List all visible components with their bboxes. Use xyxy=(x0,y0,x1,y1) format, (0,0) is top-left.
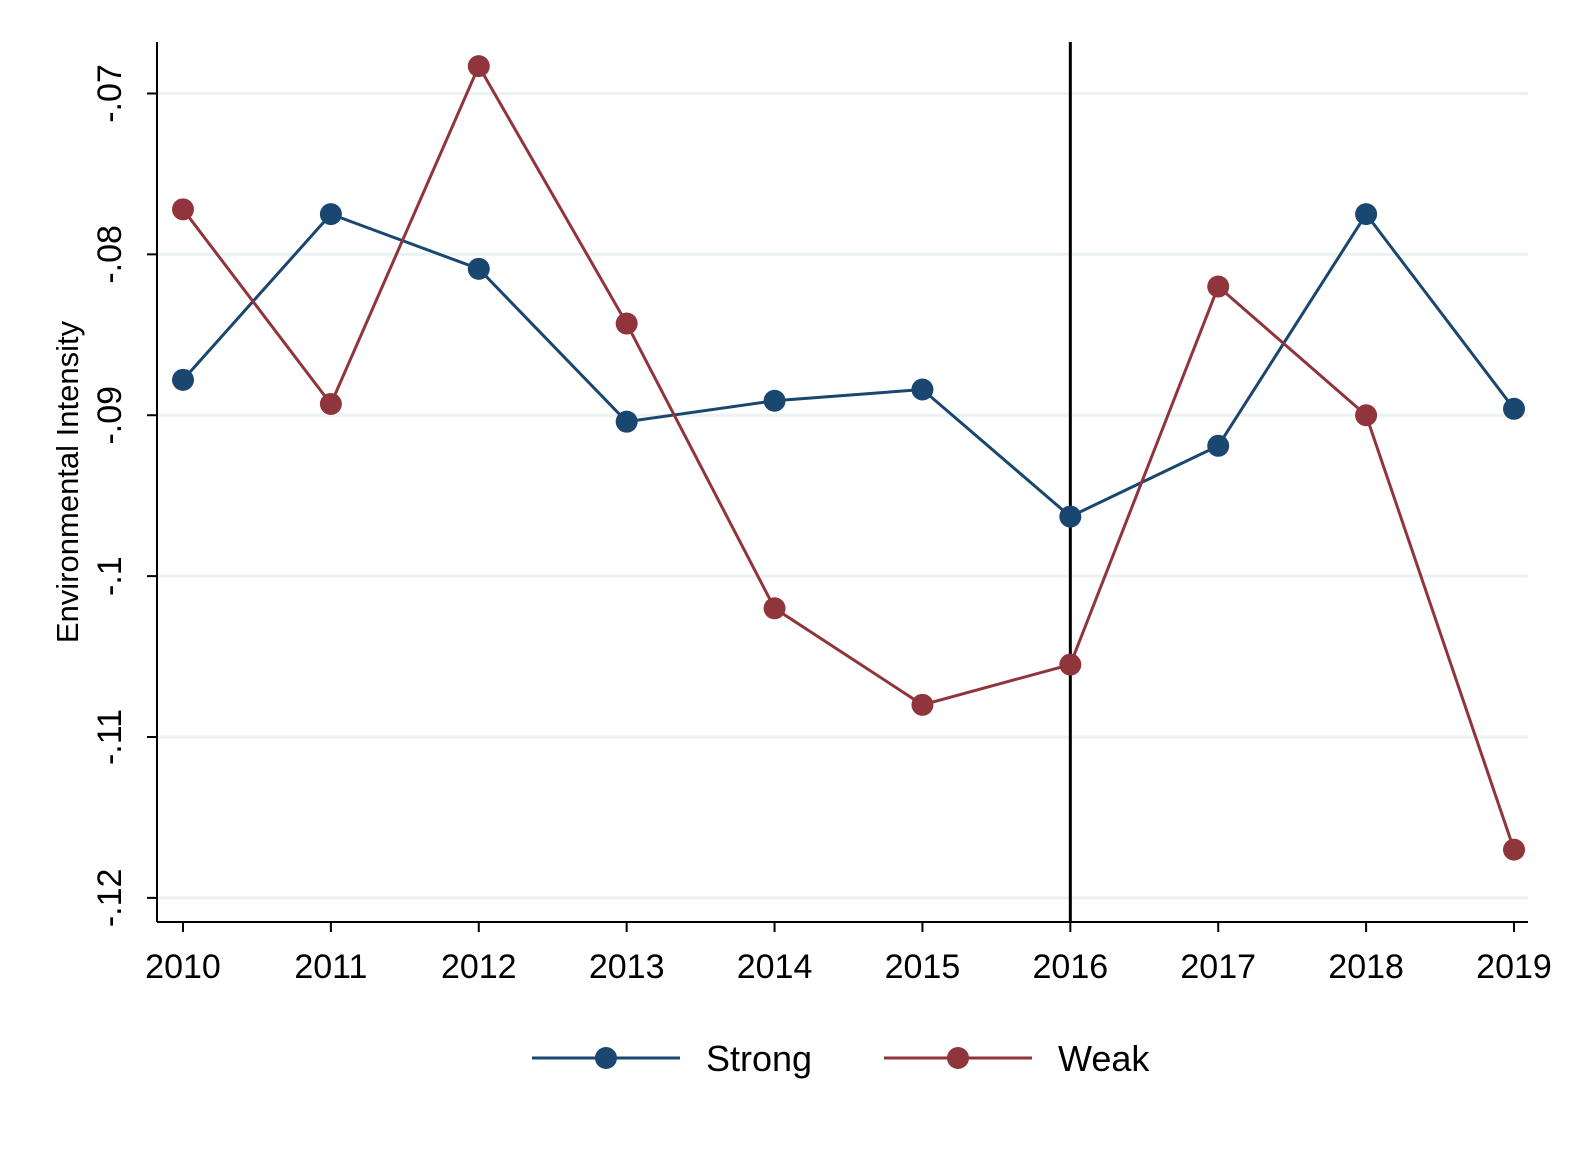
gridlines xyxy=(157,91,1528,900)
x-tick-label: 2014 xyxy=(737,948,813,986)
data-point xyxy=(1503,838,1525,861)
series-weak xyxy=(172,55,1525,861)
y-axis-title: Environmental Intensity xyxy=(50,320,85,643)
x-tick-label: 2013 xyxy=(589,948,665,986)
data-point xyxy=(1207,434,1230,457)
data-point xyxy=(319,203,342,226)
y-tick-label: -.09 xyxy=(91,386,129,445)
data-point xyxy=(1503,397,1525,420)
legend-label: Weak xyxy=(1058,1038,1150,1079)
data-point xyxy=(911,378,934,401)
data-point xyxy=(763,597,786,620)
legend-label: Strong xyxy=(706,1038,812,1079)
data-point xyxy=(911,693,934,716)
series xyxy=(172,55,1525,861)
data-point xyxy=(615,312,638,335)
x-tick-label: 2016 xyxy=(1033,948,1109,986)
data-point xyxy=(172,198,194,221)
y-tick-label: -.07 xyxy=(91,64,129,123)
data-point xyxy=(615,410,638,433)
series-line xyxy=(181,62,1516,851)
legend-item-strong: Strong xyxy=(532,1038,812,1079)
x-tick-label: 2015 xyxy=(885,948,961,986)
y-tick-label: -.12 xyxy=(91,869,129,928)
data-point xyxy=(319,392,342,415)
data-point xyxy=(467,257,490,280)
data-point xyxy=(1059,653,1082,676)
data-point xyxy=(467,55,490,78)
legend: Strong Weak xyxy=(532,1038,1150,1079)
x-tick-label: 2017 xyxy=(1180,948,1256,986)
data-point xyxy=(1355,203,1378,226)
x-tick-label: 2018 xyxy=(1328,948,1404,986)
y-tick-label: -.11 xyxy=(91,709,129,765)
y-tick-label: -.1 xyxy=(91,556,129,596)
x-tick-label: 2011 xyxy=(294,948,367,986)
legend-item-weak: Weak xyxy=(884,1038,1150,1079)
y-axis-ticks: -.07 -.08 -.09 -.1 -.11 -.12 xyxy=(91,64,157,927)
data-point xyxy=(1059,505,1082,528)
x-tick-label: 2019 xyxy=(1476,948,1552,986)
y-tick-label: -.08 xyxy=(91,225,129,284)
legend-marker xyxy=(947,1047,969,1069)
axes xyxy=(156,42,1528,923)
x-axis-ticks: 2010 2011 2012 2013 2014 2015 2016 2017 2018 2019 xyxy=(145,922,1552,986)
series-line xyxy=(181,211,1516,519)
legend-marker xyxy=(595,1047,617,1069)
series-strong xyxy=(172,203,1525,528)
data-point xyxy=(172,368,194,391)
data-point xyxy=(1355,404,1378,427)
data-point xyxy=(763,389,786,412)
data-point xyxy=(1207,275,1230,298)
x-tick-label: 2012 xyxy=(441,948,517,986)
x-tick-label: 2010 xyxy=(145,948,221,986)
